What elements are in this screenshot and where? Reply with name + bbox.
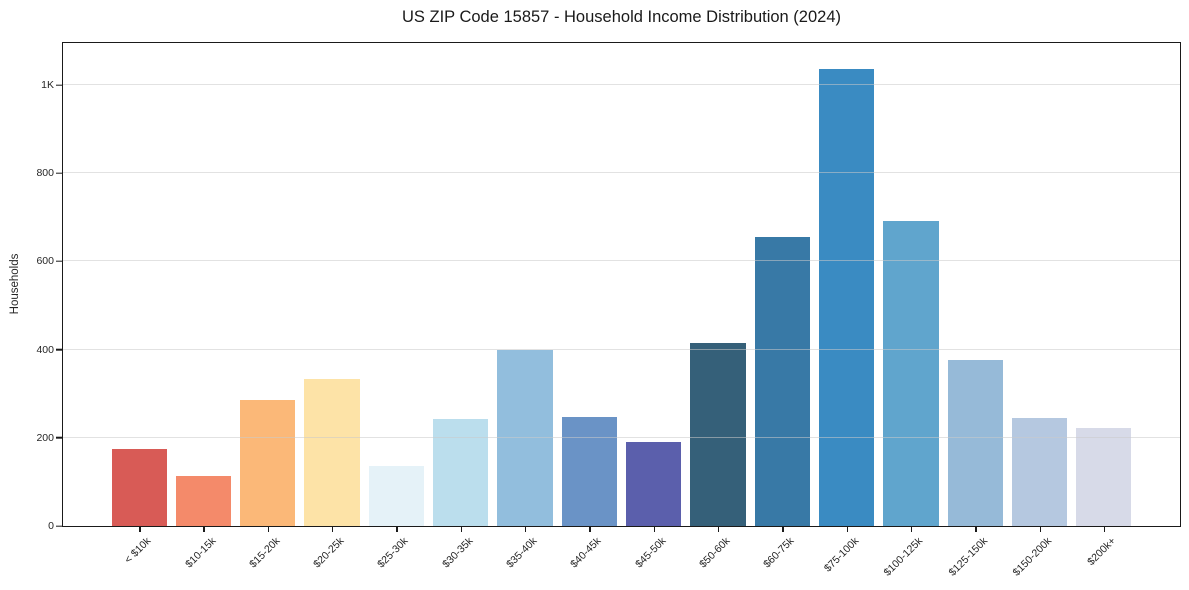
- bar-slot: $60-75k: [750, 43, 814, 570]
- x-tick-label-$15-20k: $15-20k: [246, 535, 283, 571]
- x-tick-mark: [975, 527, 977, 532]
- y-tick-mark-800: [55, 172, 62, 174]
- bar-slot: $75-100k: [814, 43, 878, 574]
- y-tick-mark-400: [55, 348, 62, 351]
- bar-$150-200k: [1011, 417, 1068, 526]
- bar-$10-15k: [175, 476, 232, 526]
- bar-$15-20k: [240, 400, 296, 526]
- x-tick-label-$45-50k: $45-50k: [632, 535, 669, 571]
- bar-slot: $10-15k: [171, 43, 235, 570]
- bar-slot: $150-200k: [1007, 43, 1071, 579]
- x-tick-mark: [203, 527, 205, 532]
- x-tick-mark: [525, 527, 527, 532]
- bar-$20-25k: [304, 379, 360, 526]
- x-tick-mark: [717, 527, 720, 532]
- x-tick-label-$20-25k: $20-25k: [311, 535, 347, 571]
- y-tick-mark-1K: [55, 84, 62, 86]
- x-tick-label-$25-30k: $25-30k: [375, 535, 411, 571]
- y-axis-label: Households: [9, 253, 21, 315]
- x-tick-label-$50-60k: $50-60k: [697, 535, 733, 571]
- y-tick-label-600: 600: [36, 255, 54, 268]
- bar-slot: $125-150k: [943, 43, 1007, 579]
- bar-$125-150k: [947, 360, 1003, 526]
- x-tick-mark: [139, 527, 141, 532]
- x-tick-label-$60-75k: $60-75k: [761, 535, 797, 571]
- x-tick-mark: [1039, 527, 1041, 532]
- bar-slot: $50-60k: [686, 43, 750, 570]
- bar-slot: $30-35k: [429, 43, 493, 570]
- bar-$35-40k: [497, 349, 553, 526]
- x-tick-mark: [396, 527, 398, 532]
- x-tick-mark: [267, 527, 270, 532]
- x-tick-mark: [910, 527, 913, 532]
- y-tick-label-400: 400: [36, 343, 54, 356]
- x-tick-label-$30-35k: $30-35k: [439, 535, 476, 571]
- x-tick-label-$125-150k: $125-150k: [946, 535, 990, 579]
- x-tick-mark: [782, 527, 784, 532]
- x-tick-label-$75-100k: $75-100k: [821, 535, 862, 575]
- bar-$30-35k: [433, 419, 489, 526]
- x-tick-label-< $10k: < $10k: [122, 535, 154, 566]
- bar-slot: $15-20k: [236, 43, 300, 570]
- x-tick-mark: [1103, 527, 1106, 532]
- bar-slot: $45-50k: [622, 43, 686, 570]
- x-tick-mark: [460, 527, 463, 532]
- bar-slot: $20-25k: [300, 43, 364, 570]
- x-tick-mark: [589, 527, 591, 532]
- y-tick-label-0: 0: [48, 520, 54, 532]
- bar-$25-30k: [368, 466, 425, 526]
- x-tick-label-$35-40k: $35-40k: [504, 535, 540, 571]
- bar-slot: $40-45k: [557, 43, 621, 570]
- x-tick-label-$150-200k: $150-200k: [1010, 535, 1055, 579]
- x-tick-label-$40-45k: $40-45k: [568, 535, 604, 571]
- x-tick-mark: [332, 527, 334, 532]
- y-tick-label-800: 800: [36, 167, 54, 180]
- x-tick-label-$200k+: $200k+: [1085, 535, 1119, 569]
- bar-slot: $200k+: [1072, 43, 1136, 568]
- x-tick-label-$100-125k: $100-125k: [881, 535, 926, 579]
- x-tick-mark: [653, 527, 656, 532]
- bar-$60-75k: [754, 237, 810, 526]
- bar-$75-100k: [818, 69, 875, 526]
- bars-row: < $10k $10-15k $15-20k $20-25k $25-30k $30-35…: [63, 43, 1180, 579]
- bar-$100-125k: [883, 221, 939, 526]
- y-tick-mark-600: [55, 260, 62, 263]
- bar-$200k+: [1076, 428, 1132, 526]
- bar-< $10k: [111, 448, 167, 526]
- x-tick-mark: [846, 527, 848, 532]
- bar-slot: $25-30k: [364, 43, 428, 570]
- bar-slot: $100-125k: [879, 43, 943, 579]
- bar-slot: $35-40k: [493, 43, 557, 570]
- y-tick-mark-0: [55, 525, 62, 527]
- y-tick-label-200: 200: [36, 431, 54, 444]
- y-tick-mark-200: [55, 437, 62, 439]
- bar-slot: < $10k: [107, 43, 171, 566]
- x-tick-label-$10-15k: $10-15k: [182, 535, 218, 571]
- chart-title: US ZIP Code 15857 - Household Income Dis…: [401, 8, 841, 26]
- plot-area: < $10k $10-15k $15-20k $20-25k $25-30k $30-35…: [36, 42, 1181, 579]
- bar-$50-60k: [690, 343, 746, 526]
- y-tick-label-1K: 1K: [41, 78, 54, 91]
- bar-$40-45k: [561, 416, 617, 526]
- bar-$45-50k: [626, 442, 682, 526]
